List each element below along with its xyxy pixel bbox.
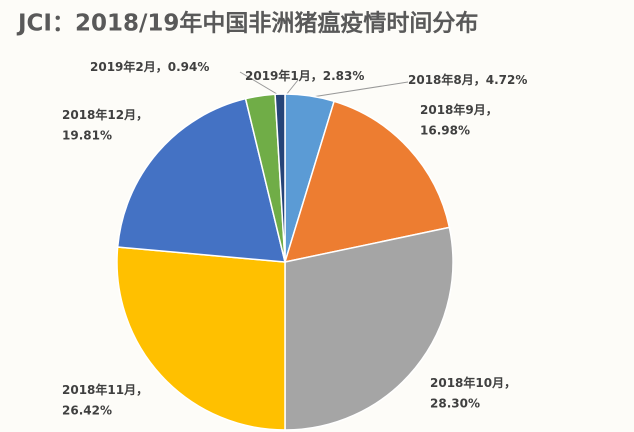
data-label: 2018年8月，4.72%: [408, 72, 527, 87]
pie-slice: [274, 93, 286, 263]
pie-slice: [116, 246, 286, 431]
value-label: 2.83%: [323, 69, 365, 83]
value-label: 26.42%: [62, 404, 112, 418]
category-label: 2019年2月: [90, 59, 156, 74]
data-label: 2019年1月，2.83%: [245, 68, 364, 83]
category-label: 2018年10月: [430, 375, 504, 390]
value-label: 16.98%: [420, 124, 470, 138]
label-separator: ，: [136, 383, 148, 397]
category-label: 2018年11月: [62, 382, 136, 397]
data-label: 2018年10月，: [430, 375, 516, 390]
category-label: 2018年9月: [420, 102, 486, 117]
category-label: 2018年12月: [62, 107, 136, 122]
label-separator: ，: [486, 103, 498, 117]
value-label: 19.81%: [62, 129, 112, 143]
pie-slice: [284, 226, 454, 431]
category-label: 2019年1月: [245, 68, 311, 83]
value-label: 0.94%: [168, 60, 210, 74]
data-label: 2018年11月，: [62, 382, 148, 397]
data-label: 2018年9月，: [420, 102, 498, 117]
pie-slice: [283, 100, 451, 263]
pie-slice: [116, 97, 286, 263]
label-separator: ，: [156, 60, 168, 74]
label-separator: ，: [474, 73, 486, 87]
data-label: 2018年12月，: [62, 107, 148, 122]
value-label: 28.30%: [430, 397, 480, 411]
data-label: 2019年2月，0.94%: [90, 59, 209, 74]
chart-title: JCI：2018/19年中国非洲猪瘟疫情时间分布: [16, 10, 478, 37]
category-label: 2018年8月: [408, 72, 474, 87]
leader-line: [239, 71, 283, 98]
label-separator: ，: [136, 108, 148, 122]
label-separator: ，: [311, 69, 323, 83]
value-label: 4.72%: [486, 73, 528, 87]
label-separator: ，: [504, 376, 516, 390]
leader-line: [311, 81, 409, 98]
leader-line: [285, 79, 299, 96]
